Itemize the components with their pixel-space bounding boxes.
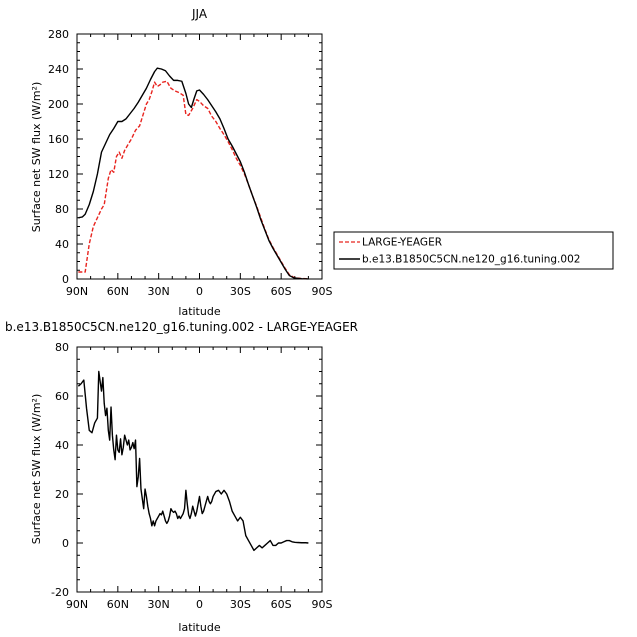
x-tick-label: 0 bbox=[196, 598, 203, 611]
x-tick-label: 90N bbox=[66, 285, 88, 298]
bottom-panel-title-text: b.e13.B1850C5CN.ne120_g16.tuning.002 - L… bbox=[5, 320, 358, 334]
y-tick-label: 20 bbox=[55, 488, 69, 501]
x-tick-label: 60N bbox=[107, 598, 129, 611]
bottom-panel-title: b.e13.B1850C5CN.ne120_g16.tuning.002 - L… bbox=[5, 320, 358, 334]
x-tick-label: 0 bbox=[196, 285, 203, 298]
x-tick-label: 30S bbox=[230, 598, 251, 611]
x-tick-label: 60S bbox=[271, 285, 292, 298]
y-tick-label: 240 bbox=[48, 63, 69, 76]
x-tick-label: 30S bbox=[230, 285, 251, 298]
y-tick-label: 200 bbox=[48, 98, 69, 111]
series-line-0 bbox=[77, 370, 309, 552]
x-tick-label: 90N bbox=[66, 598, 88, 611]
top-panel-xlabel: latitude bbox=[178, 305, 220, 318]
legend-label-large-yeager: LARGE-YEAGER bbox=[362, 237, 442, 249]
y-tick-label: 160 bbox=[48, 133, 69, 146]
y-tick-label: 0 bbox=[62, 537, 69, 550]
y-tick-label: 120 bbox=[48, 168, 69, 181]
series-line-1 bbox=[78, 67, 309, 280]
bottom-panel-xlabel: latitude bbox=[178, 621, 220, 634]
y-tick-label: 80 bbox=[55, 203, 69, 216]
y-tick-label: 80 bbox=[55, 341, 69, 354]
x-tick-label: 30N bbox=[148, 285, 170, 298]
legend-box bbox=[333, 231, 614, 270]
x-tick-label: 30N bbox=[148, 598, 170, 611]
x-tick-label: 60S bbox=[271, 598, 292, 611]
top-panel-series bbox=[78, 67, 309, 280]
x-tick-label: 60N bbox=[107, 285, 129, 298]
bottom-panel-ylabel: Surface net SW flux (W/m²) bbox=[30, 394, 43, 545]
bottom-panel: b.e13.B1850C5CN.ne120_g16.tuning.002 - L… bbox=[5, 320, 358, 634]
x-tick-label: 90S bbox=[312, 598, 333, 611]
y-tick-label: 60 bbox=[55, 390, 69, 403]
top-panel-title: JJA bbox=[191, 7, 208, 21]
y-tick-label: 40 bbox=[55, 439, 69, 452]
y-tick-label: -20 bbox=[51, 586, 69, 599]
series-line-0 bbox=[78, 80, 309, 280]
top-panel-axes: 90N 60N 30N 0 30S 60S 90S 0 40 80 120 160 200 240 280 bbox=[48, 28, 333, 298]
y-tick-label: 280 bbox=[48, 28, 69, 41]
bottom-panel-axes: 90N 60N 30N 0 30S 60S 90S -20 0 20 40 60 80 bbox=[51, 341, 332, 611]
x-tick-label: 90S bbox=[312, 285, 333, 298]
top-panel-ylabel: Surface net SW flux (W/m²) bbox=[30, 82, 43, 233]
legend-label-tuning: b.e13.B1850C5CN.ne120_g16.tuning.002 bbox=[362, 254, 580, 266]
plot-frame bbox=[76, 33, 323, 280]
top-panel: JJA 90N 60N 30N 0 30S 60S 90S 0 40 80 120 160 200 240… bbox=[30, 7, 333, 318]
y-tick-label: 0 bbox=[62, 273, 69, 286]
plot-frame bbox=[76, 346, 323, 593]
y-tick-label: 40 bbox=[55, 238, 69, 251]
bottom-panel-series bbox=[77, 370, 309, 552]
legend: LARGE-YEAGER b.e13.B1850C5CN.ne120_g16.t… bbox=[333, 231, 614, 270]
